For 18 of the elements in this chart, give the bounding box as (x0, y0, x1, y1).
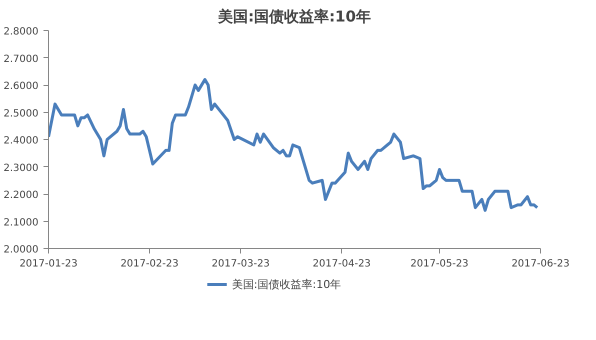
x-tick-label: 2017-03-23 (212, 258, 270, 270)
x-tick-label: 2017-02-23 (120, 258, 179, 270)
y-tick-label: 2.5000 (4, 108, 39, 120)
x-tick-label: 2017-05-23 (410, 258, 469, 270)
y-tick-label: 2.4000 (4, 136, 39, 146)
y-tick-label: 2.3000 (4, 162, 39, 174)
y-tick-label: 2.6000 (4, 81, 39, 92)
y-tick-label: 2.8000 (4, 26, 39, 38)
y-tick-label: 2.2000 (4, 190, 39, 201)
line-series (48, 78, 539, 212)
x-tick-label: 2017-06-23 (511, 258, 570, 270)
y-tick-label: 2.7000 (4, 54, 39, 65)
legend-label: 美国:国债收益率:10年 (232, 276, 342, 292)
chart-title: 美国:国债收益率:10年 (217, 8, 371, 26)
x-tick-label: 2017-01-23 (19, 258, 78, 270)
x-tick-label: 2017-04-23 (312, 258, 371, 270)
y-tick-label: 2.1000 (4, 217, 39, 228)
y-tick-label: 2.0000 (4, 244, 39, 256)
